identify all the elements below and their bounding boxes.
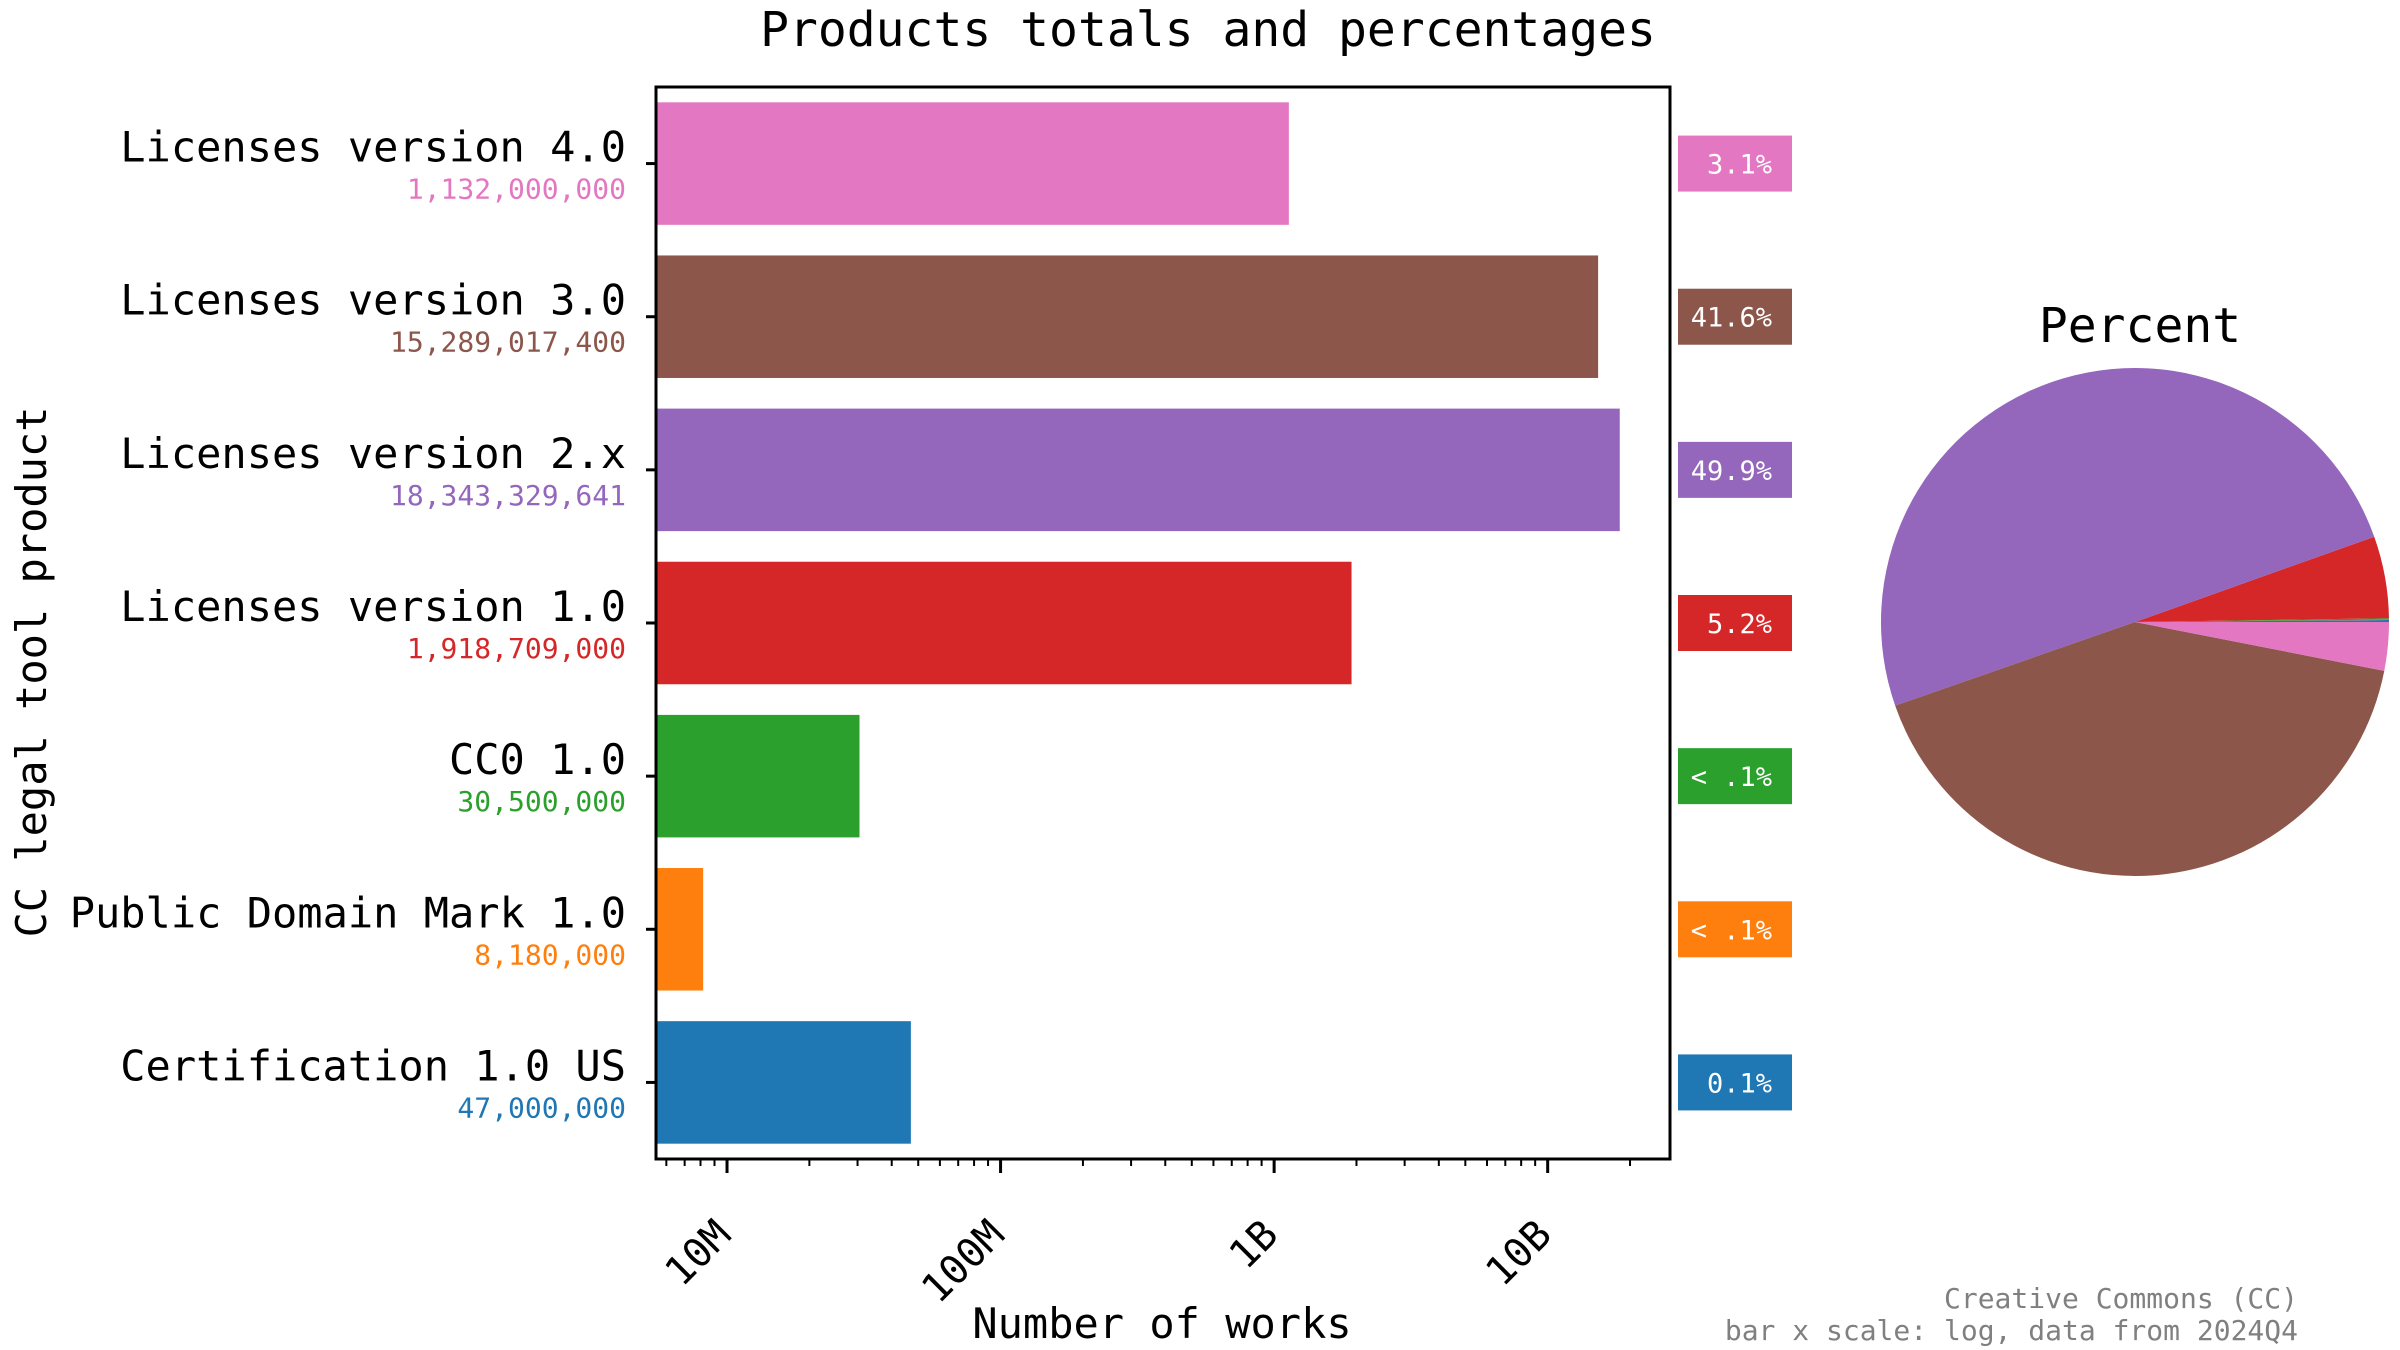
pie-chart [1881,368,2389,876]
bar [656,255,1599,378]
footer-scale-note: bar x scale: log, data from 2024Q4 [1725,1314,2298,1347]
percent-badge [1678,595,1792,651]
x-axis: 10M 100M 1B 10B [656,1159,1632,1313]
y-axis-label: CC legal tool product [7,406,56,937]
x-tick-label: 10M [656,1212,740,1296]
bar [656,868,704,991]
percent-badge [1678,441,1792,498]
category-label: CC0 1.0 [449,735,626,784]
value-label: 8,180,000 [474,938,626,971]
pie-slice [2135,619,2389,622]
percent-label: < .1% [1691,762,1772,793]
bar-plot-frame [654,85,1672,1161]
pie-slice [2135,536,2389,622]
pie-slice [1881,368,2375,706]
percent-badge [1678,288,1792,345]
category-label: Licenses version 2.x [120,429,626,478]
value-label: 18,343,329,641 [390,479,626,512]
pie-slice [2135,619,2389,622]
footer-credit: Creative Commons (CC) [1944,1282,2298,1315]
percent-label: 5.2% [1707,609,1772,640]
x-tick-label: 100M [913,1212,1014,1313]
percent-badge [1678,748,1792,805]
value-label: 47,000,000 [457,1091,626,1124]
bar-series [656,102,1620,1144]
percent-label: 0.1% [1707,1068,1772,1099]
category-label: Certification 1.0 US [120,1041,626,1090]
percent-badge [1678,901,1792,958]
percent-label: 49.9% [1691,456,1772,487]
percent-label: 41.6% [1691,303,1772,334]
percent-badge [1678,1054,1792,1111]
bar [656,408,1620,532]
bar [656,714,860,838]
percent-badges: 3.1% 41.6% 49.9% 5.2% < .1% < .1% 0.1% [1678,135,1792,1111]
percent-label: 3.1% [1707,150,1772,181]
pie-slice [2135,618,2389,622]
bar-chart-title: Products totals and percentages [760,2,1656,58]
category-labels: Licenses version 4.01,132,000,000 License… [70,123,656,1124]
x-axis-label: Number of works [972,1299,1351,1348]
x-tick-label: 10B [1477,1212,1561,1296]
bar [656,102,1289,225]
bar [656,1021,911,1144]
bar [656,561,1352,685]
category-label: Licenses version 1.0 [120,582,626,631]
pie-slice [2135,622,2389,671]
x-tick-label: 1B [1221,1212,1288,1279]
value-label: 30,500,000 [457,785,626,818]
value-label: 15,289,017,400 [390,326,626,359]
percent-label: < .1% [1691,915,1772,946]
category-label: Licenses version 3.0 [120,276,626,325]
percent-badge [1678,135,1792,192]
value-label: 1,132,000,000 [407,173,626,206]
category-label: Public Domain Mark 1.0 [70,888,626,937]
pie-title: Percent [2039,298,2241,354]
value-label: 1,918,709,000 [407,632,626,665]
pie-slice [1895,622,2385,876]
category-label: Licenses version 4.0 [120,123,626,172]
